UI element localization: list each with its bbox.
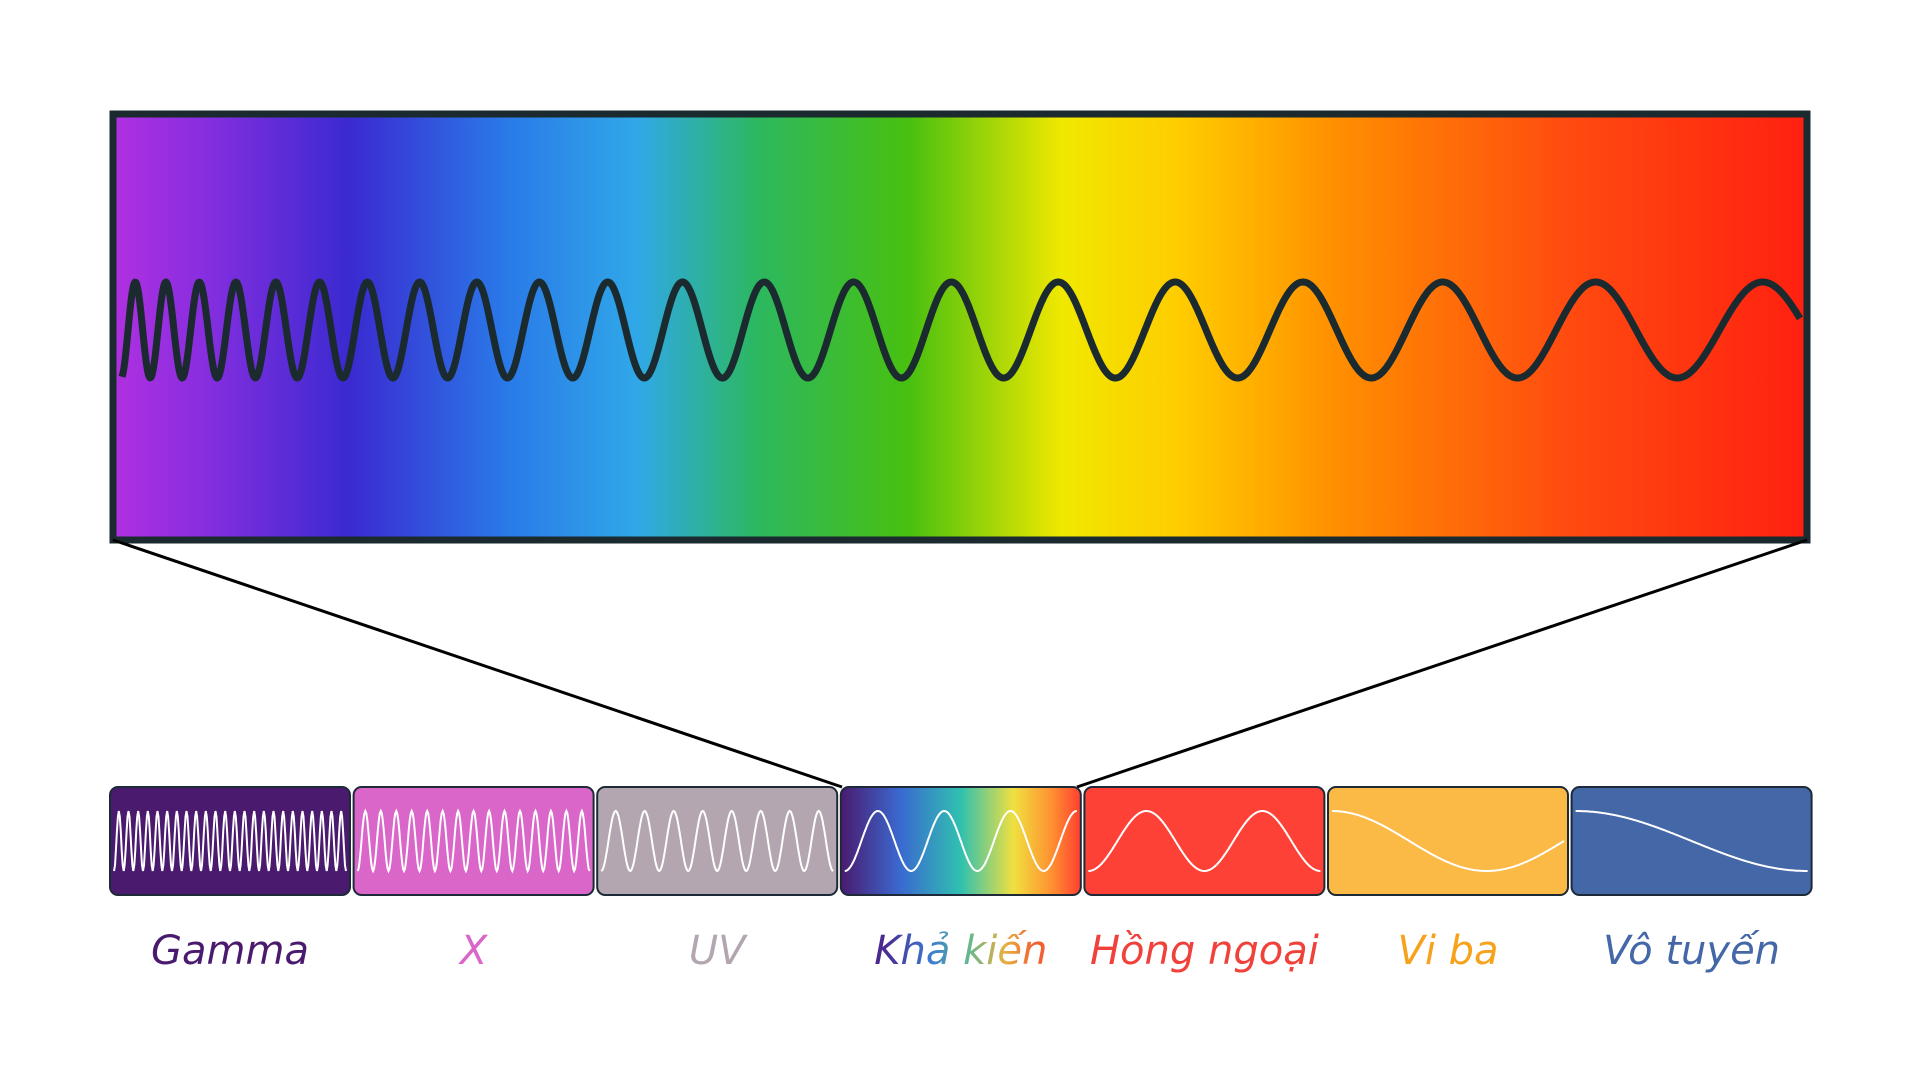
- band-label: Vô tuyến: [1603, 928, 1780, 974]
- band-label: X: [458, 928, 489, 974]
- band-box: [109, 786, 351, 896]
- band-boxes: Gamma X UV Khả kiến Hồng ngoại Vi ba Vô tuyến: [109, 786, 1813, 974]
- band-wave: [356, 808, 591, 874]
- zoom-panel: [109, 110, 1811, 544]
- band-label: Vi ba: [1397, 928, 1498, 974]
- band-wave: [113, 810, 347, 872]
- band-box: [1327, 786, 1569, 896]
- band-label: Gamma: [151, 928, 309, 974]
- band-wave: [844, 809, 1077, 873]
- band-label: UV: [689, 928, 748, 974]
- band-wave: [1332, 810, 1565, 872]
- band-wave: [1575, 810, 1808, 872]
- zoom-wave: [118, 278, 1803, 382]
- band-box: [596, 786, 839, 896]
- zoom-line: [1076, 538, 1808, 789]
- band-wave: [600, 809, 834, 873]
- band-wave: [1088, 810, 1321, 872]
- band-label: Khả kiến: [874, 928, 1047, 974]
- band-box: [352, 786, 595, 896]
- band-label: Hồng ngoại: [1090, 928, 1319, 974]
- zoom-line: [112, 538, 843, 789]
- band-box: [1083, 786, 1326, 896]
